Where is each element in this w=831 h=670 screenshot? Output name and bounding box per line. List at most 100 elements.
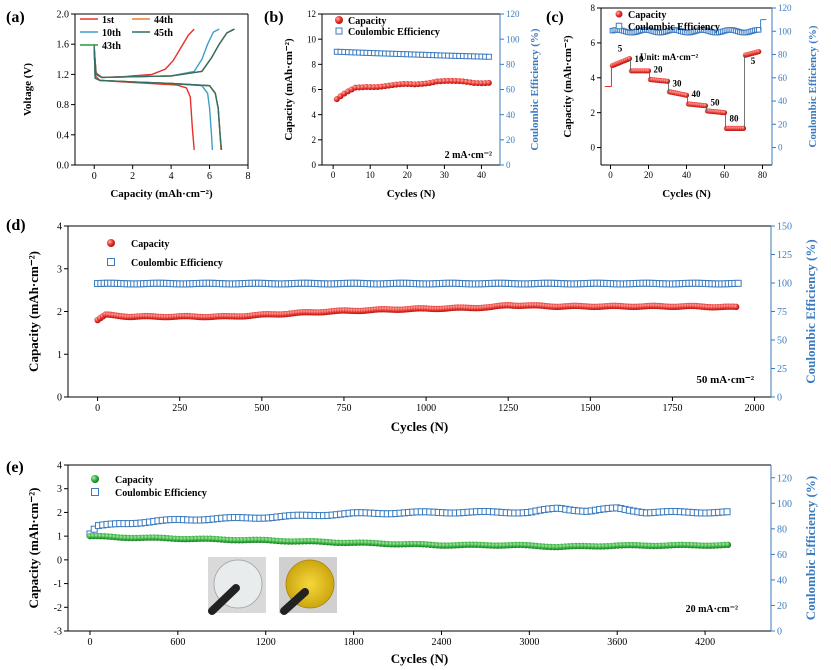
x-tick-label: 1250 — [498, 403, 518, 414]
x-tick-label: 250 — [172, 403, 187, 414]
tweezer-tip — [280, 588, 309, 615]
rate-label: 10 — [635, 54, 645, 64]
legend-label: Coulombic Efficiency — [131, 258, 223, 269]
x-tick-label: 0 — [87, 637, 92, 648]
y-tick-label: 6 — [591, 38, 596, 48]
capacity-point — [626, 55, 633, 62]
x-tick-label: 3000 — [519, 637, 539, 648]
capacity-point — [107, 239, 115, 247]
capacity-point — [724, 541, 732, 549]
y-tick-label: 2 — [57, 508, 62, 519]
y2-tick-label: 100 — [778, 26, 792, 36]
y-axis-label: Voltage (V) — [22, 63, 34, 116]
panel-label: (a) — [6, 9, 25, 26]
x-tick-label: 2000 — [745, 403, 765, 414]
x-tick-label: 20 — [644, 170, 654, 180]
efficiency-point — [723, 508, 731, 516]
y-tick-label: 4 — [312, 110, 317, 120]
x-tick-label: 0 — [608, 170, 613, 180]
rate-label: 40 — [692, 89, 702, 99]
x-tick-label: 1750 — [662, 403, 682, 414]
y-tick-label: 0.4 — [57, 130, 70, 141]
capacity-point — [756, 49, 762, 55]
curve-1st-discharge — [93, 44, 195, 150]
capacity-point — [645, 68, 652, 74]
y2-tick-label: 0 — [777, 393, 782, 404]
y-tick-label: 8 — [591, 3, 596, 13]
y-tick-label: 0 — [57, 555, 62, 566]
inset-photo-after — [279, 557, 337, 615]
y2-tick-label: 80 — [777, 524, 787, 535]
capacity-point — [615, 10, 623, 18]
x-axis-label: Cycles (N) — [662, 188, 711, 200]
x-tick-label: 6 — [207, 171, 212, 182]
y2-tick-label: 40 — [777, 575, 787, 586]
x-tick-label: 30 — [440, 170, 450, 180]
legend-label: Coulombic Efficiency — [115, 488, 207, 499]
y2-axis-label: Coulombic Efficiency (%) — [807, 25, 819, 148]
x-tick-label: 3600 — [607, 637, 627, 648]
efficiency-point — [615, 22, 623, 30]
x-axis-label: Capacity (mAh·cm⁻²) — [110, 188, 213, 200]
capacity-point — [732, 303, 740, 311]
y-tick-label: -3 — [54, 627, 62, 638]
x-tick-label: 8 — [246, 171, 251, 182]
legend-label: Capacity — [628, 10, 666, 21]
y2-axis-label: Coulombic Efficiency (%) — [803, 476, 818, 620]
capacity-point — [485, 79, 492, 86]
capacity-point — [721, 110, 728, 116]
y-tick-label: 1 — [57, 350, 62, 361]
rate-label: 80 — [730, 113, 740, 123]
x-tick-label: 4 — [169, 171, 174, 182]
x-tick-label: 2 — [130, 171, 135, 182]
panel-d: 0 250 500 750 1000 1250 1500 1750 2000 0 1 2 3 4 0 25 50… — [6, 217, 818, 434]
x-axis-label: Cycles (N) — [387, 188, 436, 200]
y-tick-label: 1.2 — [57, 70, 70, 81]
y-tick-label: 0 — [312, 160, 317, 170]
y2-axis-label: Coulombic Efficiency (%) — [803, 239, 818, 383]
x-tick-label: 0 — [331, 170, 336, 180]
y-tick-label: 2.0 — [57, 10, 70, 21]
capacity-point — [683, 92, 690, 98]
efficiency-point — [107, 258, 115, 266]
y-tick-label: 3 — [57, 484, 62, 495]
y2-tick-label: 75 — [777, 307, 787, 318]
y2-tick-label: 80 — [506, 59, 516, 69]
y-tick-label: 0.0 — [57, 161, 70, 172]
efficiency-point — [485, 53, 492, 60]
legend-label: 45th — [154, 28, 173, 39]
rate-label: 20 — [654, 65, 664, 75]
panel-label: (d) — [6, 217, 26, 234]
y2-tick-label: 125 — [777, 250, 792, 261]
x-tick-label: 0 — [92, 171, 97, 182]
inset-photo-before — [208, 557, 266, 615]
y-tick-label: 0 — [591, 143, 596, 153]
y-tick-label: 3 — [57, 264, 62, 275]
y2-tick-label: 20 — [778, 119, 788, 129]
legend-label: Coulombic Efficiency — [628, 22, 720, 33]
legend-label: 43th — [102, 41, 121, 52]
legend-label: Capacity — [115, 475, 153, 486]
legend-label: Coulombic Efficiency — [348, 27, 440, 38]
y-tick-label: 10 — [307, 34, 317, 44]
x-tick-label: 20 — [403, 170, 413, 180]
x-tick-label: 1800 — [344, 637, 364, 648]
y-tick-label: 8 — [312, 59, 317, 69]
x-tick-label: 4200 — [695, 637, 715, 648]
curve-43th-discharge — [93, 45, 222, 150]
y2-tick-label: 60 — [777, 550, 787, 561]
legend-label: Capacity — [131, 239, 169, 250]
y-tick-label: 2 — [591, 108, 596, 118]
x-tick-label: 60 — [720, 170, 730, 180]
y-axis-label: Capacity (mAh·cm⁻²) — [26, 251, 41, 372]
y-tick-label: 4 — [591, 73, 596, 83]
tweezer-tip — [208, 584, 240, 615]
panel-label: (e) — [6, 459, 24, 476]
y-tick-label: 2 — [312, 135, 317, 145]
capacity-point — [702, 103, 709, 109]
current-density-label: 2 mA·cm⁻² — [445, 150, 492, 161]
y2-tick-label: 40 — [778, 96, 788, 106]
unit-label: Unit: mA·cm⁻² — [640, 52, 698, 62]
y-tick-label: 6 — [312, 85, 317, 95]
